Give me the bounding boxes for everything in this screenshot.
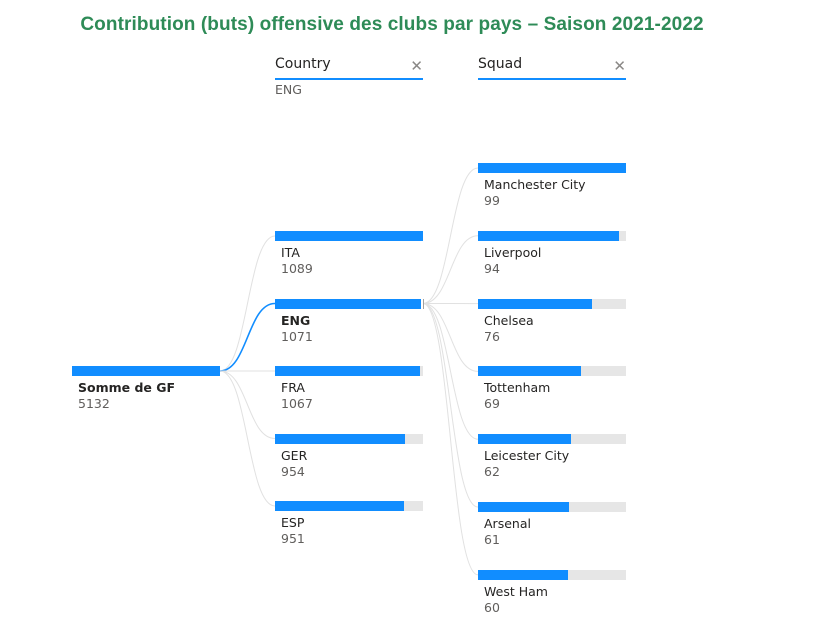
bar-fill [275, 501, 405, 511]
squad-node[interactable]: Liverpool 94 [478, 230, 626, 277]
bar-track [478, 163, 626, 173]
squad-node[interactable]: Leicester City 62 [478, 434, 626, 480]
bar-fill [478, 366, 582, 377]
tree-link [422, 303, 479, 372]
bar-track [478, 434, 626, 445]
squad-node[interactable]: Chelsea 76 [478, 298, 626, 345]
node-label: Manchester City [484, 177, 586, 192]
tree-link [219, 370, 276, 507]
squad-node[interactable]: Manchester City 99 [478, 163, 626, 209]
country-node-ita[interactable]: ITA 1089 [275, 231, 423, 277]
bar-track [478, 366, 626, 377]
chart-title: Contribution (buts) offensive des clubs … [80, 14, 704, 35]
node-label: Leicester City [484, 448, 570, 464]
node-value: 62 [484, 464, 500, 480]
node-label: Arsenal [484, 516, 531, 531]
bar-track [478, 298, 626, 309]
node-value: 60 [484, 599, 500, 615]
tree-link [219, 302, 276, 372]
node-label: Somme de GF [78, 380, 176, 395]
bar-track [275, 366, 423, 376]
bar-fill [275, 366, 420, 376]
bar-fill [478, 502, 570, 512]
country-node-ger[interactable]: GER 954 [275, 433, 423, 480]
node-label: FRA [281, 380, 305, 395]
level-header-label: Squad [478, 56, 523, 72]
close-icon[interactable]: ✕ [410, 57, 423, 75]
tree-link [422, 303, 479, 576]
squad-node[interactable]: Tottenham 69 [478, 366, 626, 412]
bar-track [478, 569, 626, 580]
bar-track [72, 366, 220, 376]
bar-track [478, 502, 626, 512]
squad-node[interactable]: West Ham 60 [478, 569, 626, 616]
bar-track [275, 433, 423, 444]
bar-fill [478, 569, 568, 580]
bar-fill [478, 298, 592, 309]
tree-link [219, 370, 276, 439]
level-filter-value: ENG [275, 82, 302, 97]
node-value: 1067 [281, 396, 313, 411]
bar-fill [275, 231, 423, 241]
node-value: 954 [281, 463, 305, 479]
country-node-eng[interactable]: ENG 1071 [275, 298, 423, 345]
node-value: 61 [484, 532, 500, 547]
node-label: ENG [281, 312, 311, 328]
tree-link [219, 235, 276, 372]
level-header-country[interactable]: Country ✕ [275, 56, 423, 80]
tree-link [422, 303, 479, 508]
node-label: Liverpool [484, 244, 542, 260]
node-value: 94 [484, 260, 500, 276]
node-value: 99 [484, 193, 500, 208]
tree-link [422, 235, 479, 304]
country-node-fra[interactable]: FRA 1067 [275, 366, 423, 412]
node-label: Chelsea [484, 312, 534, 328]
node-label: ITA [281, 245, 300, 260]
root-node[interactable]: Somme de GF 5132 [72, 366, 220, 412]
node-value: 76 [484, 328, 500, 344]
bar-fill [478, 230, 619, 241]
level-header-label: Country [275, 56, 331, 72]
node-value: 1089 [281, 261, 313, 276]
close-icon[interactable]: ✕ [613, 57, 626, 75]
tree-link [422, 167, 479, 304]
node-label: GER [281, 447, 308, 463]
node-value: 69 [484, 396, 500, 412]
squad-node[interactable]: Arsenal 61 [478, 502, 626, 548]
node-value: 951 [281, 531, 305, 546]
country-node-esp[interactable]: ESP 951 [275, 501, 423, 547]
node-label: Tottenham [484, 380, 551, 396]
bar-fill [478, 434, 571, 445]
bar-fill [275, 433, 405, 444]
level-header-squad[interactable]: Squad ✕ [478, 56, 626, 80]
bar-track [275, 501, 423, 511]
bar-fill [275, 298, 421, 309]
bar-track [275, 231, 423, 241]
bar-fill [72, 366, 220, 376]
bar-track [478, 230, 626, 241]
bar-track [275, 298, 423, 309]
node-value: 5132 [78, 396, 110, 411]
node-value: 1071 [281, 328, 313, 344]
tree-link [422, 303, 479, 440]
node-label: West Ham [484, 583, 548, 599]
bar-fill [478, 163, 626, 173]
node-label: ESP [281, 515, 305, 530]
